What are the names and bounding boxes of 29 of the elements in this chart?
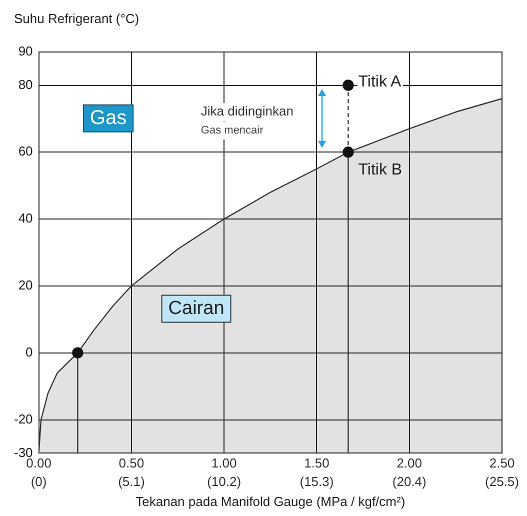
x2-tick-label: (0) <box>30 474 47 490</box>
x-tick-label: 1.00 <box>211 456 237 471</box>
x2-tick-label: (25.5) <box>485 474 520 490</box>
x-tick-label: 2.00 <box>396 456 422 471</box>
x-tick-label: 0.50 <box>118 456 144 471</box>
y-tick-label: 0 <box>26 344 33 360</box>
annotation: Jika didinginkan <box>200 104 294 119</box>
y-tick-label: -20 <box>14 411 33 426</box>
x2-tick-label: (10.2) <box>207 474 242 490</box>
x-axis-title: Tekanan pada Manifold Gauge (MPa / kgf/cm²) <box>136 494 406 509</box>
y-tick-label: 20 <box>18 278 33 293</box>
annotation: Titik A <box>358 74 402 91</box>
y-axis-title: Suhu Refrigerant (°C) <box>13 10 140 28</box>
y-tick-label: 90 <box>18 43 33 58</box>
y-tick-label: 40 <box>18 210 33 226</box>
annotation: Cairan <box>168 298 224 319</box>
point <box>342 80 354 91</box>
x2-tick-label: (15.3) <box>300 474 334 490</box>
x-tick-label: 1.50 <box>304 456 330 471</box>
x2-tick-label: (5.1) <box>118 474 145 490</box>
x2-tick-label: (20.4) <box>392 474 426 490</box>
annotation: Gas <box>90 106 127 129</box>
annotation: Titik B <box>358 162 402 179</box>
y-tick-label: 60 <box>18 144 33 159</box>
annotation: Gas mencair <box>200 124 264 137</box>
point <box>72 347 84 358</box>
y-tick-label: 80 <box>18 76 33 92</box>
point <box>342 146 354 158</box>
x-tick-label: 2.50 <box>489 456 515 471</box>
